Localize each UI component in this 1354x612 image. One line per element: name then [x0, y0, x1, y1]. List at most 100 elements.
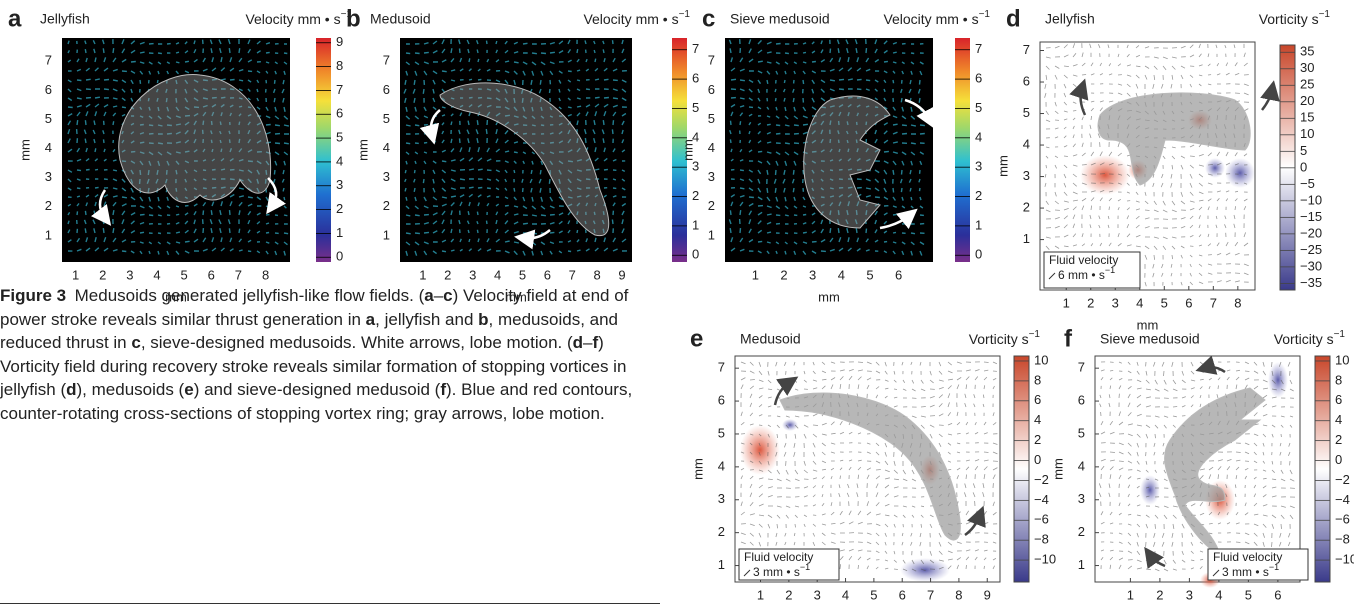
legend-box — [738, 548, 840, 581]
unit-exponent: −1 — [1334, 329, 1346, 340]
caption-run: d — [572, 333, 584, 353]
vortex-contour — [1268, 362, 1288, 398]
colorbar-tick-label: −35 — [1300, 275, 1322, 290]
colorbar-tick-label: 8 — [1335, 372, 1342, 387]
colorbar-tick-label: 1 — [336, 225, 343, 240]
panel: b Medusoid Velocity mm • s−1 1 2 3 4 5 6 7 8 9 1 2 3 4 5… — [346, 5, 699, 304]
colorbar-tick-label: 25 — [1300, 77, 1314, 92]
x-tick-label: 5 — [181, 267, 188, 282]
unit-exponent: −1 — [341, 9, 353, 20]
x-tick-label: 6 — [1185, 295, 1192, 310]
colorbar-tick-label: −8 — [1034, 532, 1049, 547]
body-outline — [779, 392, 961, 541]
panel-letter: e — [690, 325, 703, 352]
legend-box — [1207, 548, 1309, 581]
lobe-arrow — [1195, 355, 1226, 375]
colorbar-tick-label: 1 — [692, 217, 699, 232]
caption-run: , sieve-designed medusoids. White arrows… — [140, 333, 573, 353]
colorbar-tick-label: 7 — [336, 82, 343, 97]
y-tick-label: 4 — [718, 458, 725, 473]
colorbar-tick-label: 8 — [1034, 372, 1041, 387]
colorbar-tick-label: 10 — [1335, 352, 1349, 367]
colorbar-tick-label: 6 — [692, 71, 699, 86]
panel: f Sieve medusoid Vorticity s−11 2 3 4 5 6123456… — [1050, 325, 1354, 612]
colorbar-tick-label: −25 — [1300, 242, 1322, 257]
x-tick-label: 5 — [519, 267, 526, 282]
caption-run: – — [433, 286, 444, 305]
plot-area — [400, 38, 632, 262]
unit-exponent: −1 — [1319, 9, 1331, 20]
legend-title: Fluid velocity — [744, 550, 813, 564]
colorbar-tick-label: 0 — [975, 247, 982, 262]
x-tick-label: 3 — [126, 267, 133, 282]
legend-unit-text: 6 mm • s — [1058, 268, 1105, 282]
colorbar-tick-label: −15 — [1300, 209, 1322, 224]
colorbar-tick-label: −8 — [1335, 532, 1350, 547]
panel-title: Sieve medusoid — [1100, 331, 1200, 347]
y-tick-label: 2 — [45, 198, 52, 213]
caption-run: c — [131, 333, 141, 353]
caption: Figure 3 Medusoids generated jellyfish-l… — [0, 284, 660, 426]
x-tick-label: 4 — [838, 267, 845, 282]
x-axis-label: mm — [1187, 609, 1209, 612]
colorbar-tick-label: 5 — [975, 100, 982, 115]
panel-title: Medusoid — [370, 11, 431, 27]
panel: a Jellyfish Velocity mm • s−1 1 2 3 4 5 6 7 8 1 2 3 4 5… — [8, 5, 352, 304]
colorbar-tick-label: 0 — [692, 247, 699, 262]
x-tick-label: 2 — [785, 587, 792, 602]
caption-run: ) and sieve-designed medusoid ( — [193, 380, 441, 400]
unit-text: Vorticity s — [969, 331, 1029, 347]
y-tick-label: 5 — [1078, 425, 1085, 440]
colorbar-tick-label: 30 — [1300, 60, 1314, 75]
legend-unit-text: 3 mm • s — [1222, 565, 1269, 579]
colorbar-tick-label: 4 — [336, 153, 343, 168]
x-tick-label: 3 — [1186, 587, 1193, 602]
unit-label: Vorticity s−1 — [1274, 329, 1346, 347]
y-tick-label: 2 — [1023, 200, 1030, 215]
y-tick-label: 2 — [708, 198, 715, 213]
legend-title: Fluid velocity — [1049, 253, 1118, 267]
unit-label: Vorticity s−1 — [1259, 9, 1331, 27]
y-tick-label: 4 — [1023, 136, 1030, 151]
unit-label: Velocity mm • s−1 — [883, 9, 990, 27]
x-tick-label: 3 — [814, 587, 821, 602]
x-tick-label: 1 — [1063, 295, 1070, 310]
caption-run: , jellyfish and — [375, 309, 479, 329]
colorbar-tick-label: −4 — [1335, 492, 1350, 507]
legend-arrow — [1212, 569, 1220, 577]
caption-run: c — [443, 286, 453, 305]
y-tick-label: 5 — [45, 111, 52, 126]
colorbar-tick-label: 1 — [975, 217, 982, 232]
legend-unit-text: 3 mm • s — [753, 565, 800, 579]
legend-unit-exponent: −1 — [1269, 562, 1279, 572]
x-tick-label: 2 — [1156, 587, 1163, 602]
x-axis-label: mm — [818, 289, 840, 304]
colorbar-tick-label: 5 — [336, 130, 343, 145]
colorbar-tick-label: 4 — [975, 129, 982, 144]
unit-text: Vorticity s — [1259, 11, 1319, 27]
panel: d Jellyfish Vorticity s−11 2 3 4 5 6 7 81234567mm… — [995, 5, 1330, 332]
x-tick-label: 4 — [153, 267, 160, 282]
lobe-arrow — [1260, 80, 1280, 111]
x-tick-label: 3 — [469, 267, 476, 282]
caption-run: ) Vorticity field during recovery stroke… — [0, 333, 627, 400]
body-outline — [1097, 92, 1251, 186]
lobe-arrow — [1069, 78, 1089, 116]
y-axis-label: mm — [17, 139, 32, 161]
x-tick-label: 6 — [895, 267, 902, 282]
colorbar-tick-label: 10 — [1300, 126, 1314, 141]
unit-text: Velocity mm • s — [583, 11, 678, 27]
x-tick-label: 1 — [1127, 587, 1134, 602]
y-tick-label: 6 — [1078, 393, 1085, 408]
y-tick-label: 5 — [1023, 105, 1030, 120]
colorbar-tick-label: 7 — [692, 41, 699, 56]
vortex-contour — [1140, 475, 1160, 505]
caption-run: a — [365, 309, 376, 329]
y-tick-label: 6 — [1023, 73, 1030, 88]
colorbar-tick-label: 0 — [1300, 159, 1307, 174]
lobe-arrow — [773, 376, 799, 406]
y-tick-label: 1 — [1078, 557, 1085, 572]
legend-unit: 3 mm • s−1 — [753, 562, 810, 579]
y-axis-label: mm — [1050, 458, 1065, 480]
